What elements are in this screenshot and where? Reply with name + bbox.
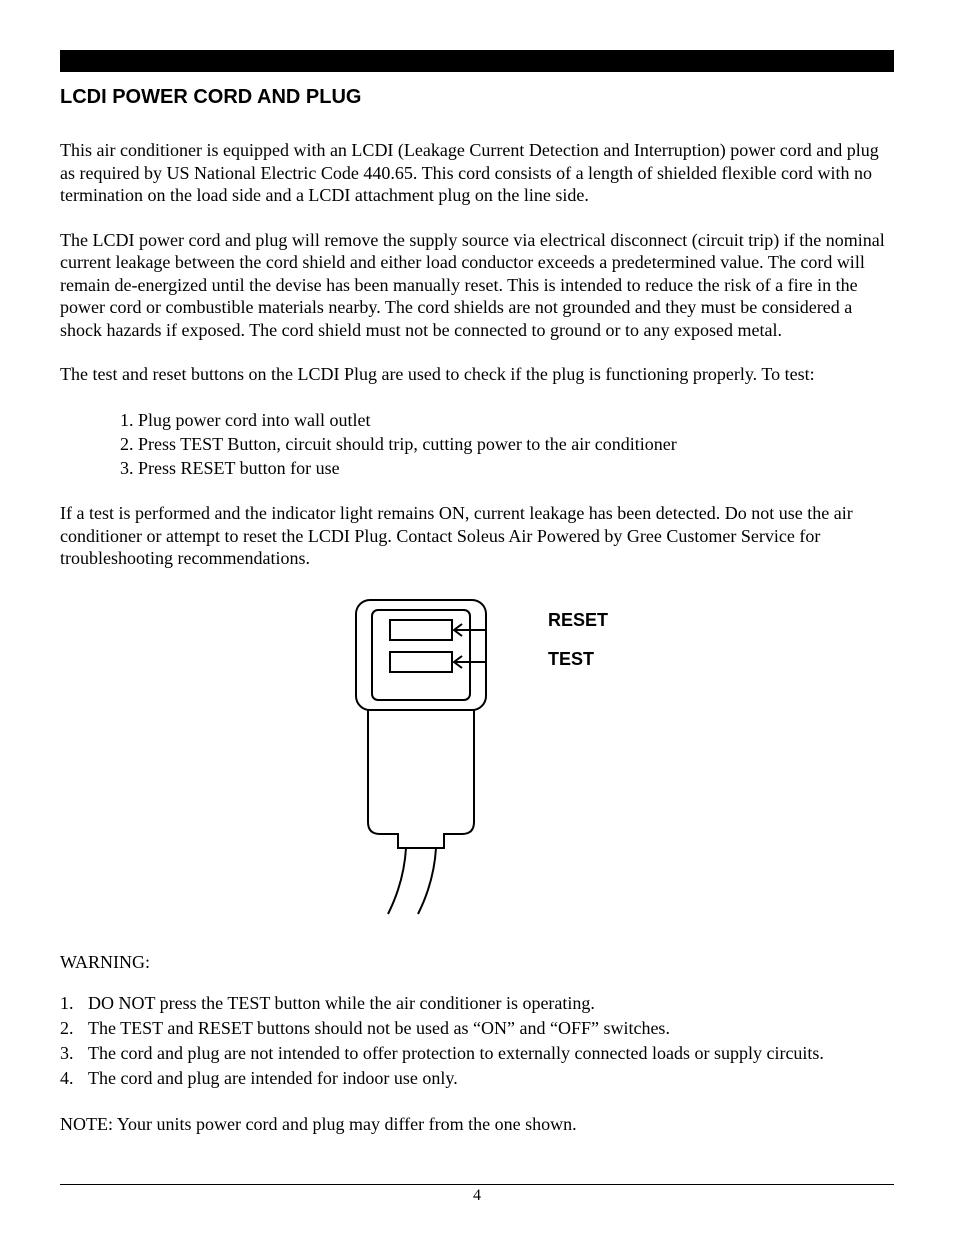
paragraph-test-intro: The test and reset buttons on the LCDI P… [60, 363, 894, 386]
page-heading: LCDI POWER CORD AND PLUG [60, 86, 894, 109]
paragraph-operation: The LCDI power cord and plug will remove… [60, 229, 894, 342]
warn-num-1: 1. [60, 991, 88, 1016]
page-footer: 4 [60, 1184, 894, 1205]
test-steps-list: 1. Plug power cord into wall outlet 2. P… [120, 408, 894, 481]
warn-num-4: 4. [60, 1066, 88, 1091]
warning-heading: WARNING: [60, 952, 894, 973]
warning-4: The cord and plug are intended for indoo… [88, 1066, 458, 1091]
paragraph-intro: This air conditioner is equipped with an… [60, 139, 894, 207]
warning-2: The TEST and RESET buttons should not be… [88, 1016, 670, 1041]
plug-diagram: RESET TEST [60, 592, 894, 922]
label-test: TEST [548, 649, 608, 670]
warn-num-2: 2. [60, 1016, 88, 1041]
warning-list: 1.DO NOT press the TEST button while the… [60, 991, 894, 1092]
step-3: 3. Press RESET button for use [120, 456, 894, 480]
warning-3: The cord and plug are not intended to of… [88, 1041, 824, 1066]
note-text: NOTE: Your units power cord and plug may… [60, 1114, 894, 1135]
diagram-labels: RESET TEST [548, 592, 608, 670]
label-reset: RESET [548, 610, 608, 631]
lcdi-plug-icon [346, 592, 536, 922]
step-1: 1. Plug power cord into wall outlet [120, 408, 894, 432]
page-number: 4 [473, 1187, 481, 1204]
header-bar [60, 50, 894, 72]
step-2: 2. Press TEST Button, circuit should tri… [120, 432, 894, 456]
paragraph-warning-detect: If a test is performed and the indicator… [60, 502, 894, 570]
warning-1: DO NOT press the TEST button while the a… [88, 991, 595, 1016]
warn-num-3: 3. [60, 1041, 88, 1066]
